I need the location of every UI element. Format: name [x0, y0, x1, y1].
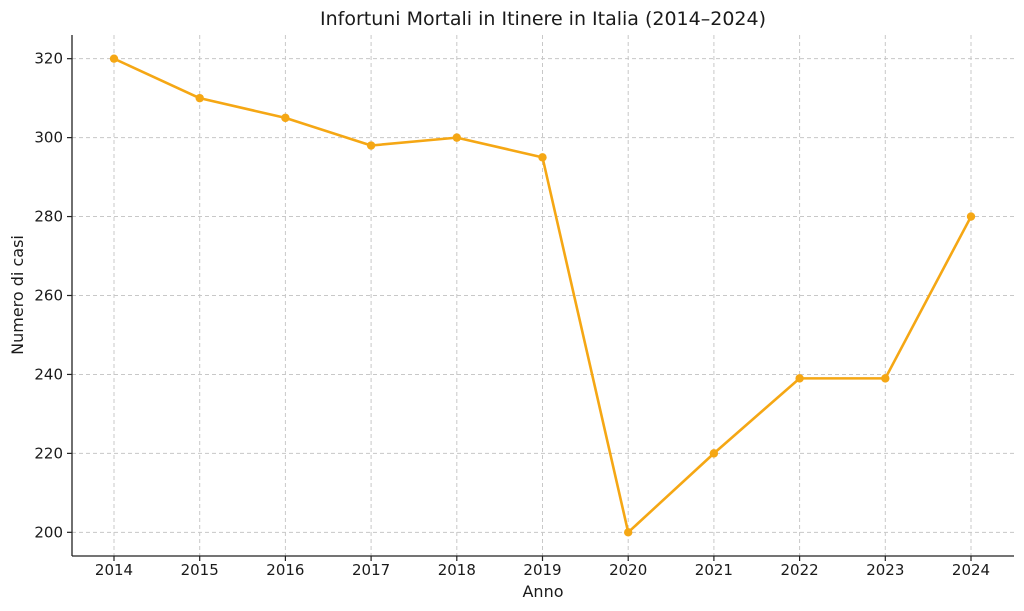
x-tick-label: 2020 — [609, 561, 647, 579]
x-tick-label: 2018 — [438, 561, 476, 579]
y-tick-label: 320 — [34, 50, 63, 68]
grid — [72, 35, 1014, 556]
axes — [67, 35, 1014, 561]
data-point — [538, 153, 547, 162]
data-point — [109, 54, 119, 63]
x-tick-label: 2024 — [952, 561, 990, 579]
y-tick-label: 240 — [34, 365, 63, 383]
x-tick-label: 2015 — [181, 561, 219, 579]
y-tick-label: 200 — [34, 523, 63, 541]
y-tick-label: 280 — [34, 208, 63, 226]
x-tick-label: 2016 — [266, 561, 304, 579]
data-point — [452, 133, 461, 142]
data-point — [795, 374, 804, 383]
x-tick-label: 2022 — [781, 561, 819, 579]
x-tick-label: 2023 — [866, 561, 904, 579]
x-tick-label: 2019 — [523, 561, 561, 579]
data-point — [881, 374, 890, 383]
data-point — [366, 141, 376, 150]
series — [109, 54, 976, 537]
x-tick-label: 2017 — [352, 561, 390, 579]
y-tick-label: 220 — [34, 444, 63, 462]
data-point — [281, 113, 290, 123]
y-tick-label: 260 — [34, 287, 63, 305]
y-axis-label: Numero di casi — [8, 235, 27, 355]
x-tick-label: 2021 — [695, 561, 733, 579]
data-point — [624, 528, 633, 537]
tick-labels: 200 220 240 260 280 300 320 2014 2015 2016 2017 201… — [34, 50, 990, 579]
data-point — [195, 93, 204, 103]
x-axis-label: Anno — [522, 582, 563, 601]
x-tick-label: 2014 — [95, 561, 133, 579]
data-point — [709, 449, 719, 458]
data-point — [966, 212, 976, 221]
chart-title: Infortuni Mortali in Itinere in Italia (… — [320, 8, 766, 30]
y-tick-label: 300 — [34, 129, 63, 147]
